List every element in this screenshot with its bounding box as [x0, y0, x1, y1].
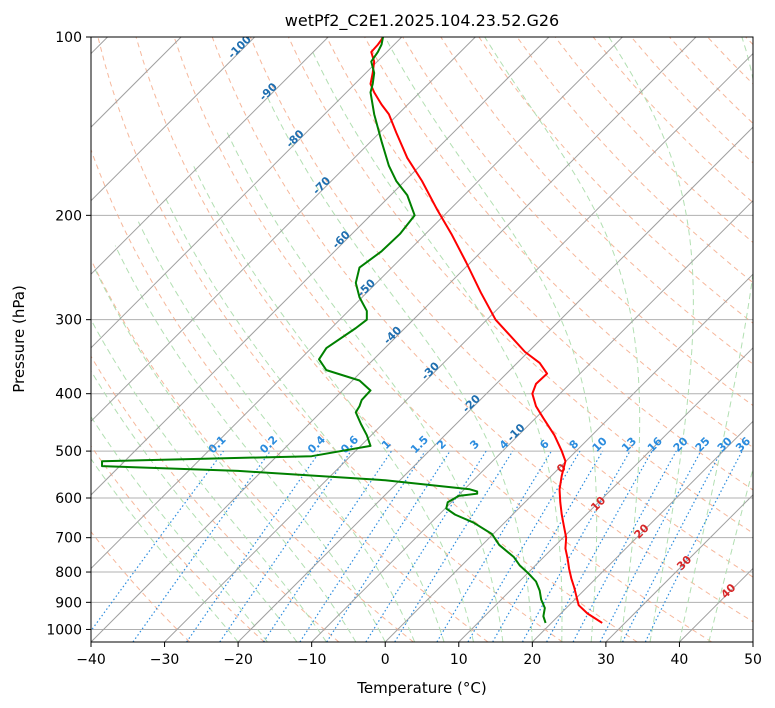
dry-adiabat [135, 37, 638, 642]
mixing-ratio-line [91, 450, 225, 632]
y-tick-label: 600 [55, 491, 82, 507]
plot-frame [90, 36, 754, 643]
isotherm-line [91, 37, 403, 349]
dry-adiabat [91, 148, 489, 642]
x-tick-label: 0 [381, 652, 390, 668]
dry-adiabat [249, 37, 753, 578]
grid [91, 37, 753, 630]
x-tick-label: 20 [523, 652, 541, 668]
moist-adiabat [311, 49, 563, 642]
isotherm-line [237, 126, 753, 642]
isotherm-line [91, 37, 256, 202]
dry-adiabat [91, 445, 265, 642]
dry-adiabat [91, 531, 191, 642]
mixing-ratio-line [326, 450, 451, 642]
sounding-series [101, 37, 603, 624]
isotherms [91, 37, 753, 642]
moist-adiabat [137, 221, 416, 642]
y-tick-label: 1000 [46, 622, 82, 638]
y-tick-label: 900 [55, 595, 82, 611]
isotherm-line [91, 37, 476, 423]
isotherm-line [458, 347, 753, 642]
x-tick-label: 10 [450, 652, 468, 668]
moist-adiabat [163, 195, 445, 642]
mixing-ratio-line [299, 450, 426, 642]
mixing-ratio-line [186, 450, 321, 642]
y-axis-label: Pressure (hPa) [10, 285, 28, 393]
moist-adiabats [91, 37, 753, 642]
dry-adiabat [91, 355, 340, 642]
moist-adiabat [678, 37, 753, 642]
mixing-ratio-line [394, 450, 514, 642]
moist-adiabat [708, 467, 753, 642]
isotherm-line [164, 52, 753, 642]
moist-adiabat [265, 94, 533, 642]
mixing-ratio-line [219, 450, 352, 642]
moist-adiabat [384, 37, 598, 642]
x-tick-label: 50 [744, 652, 762, 668]
dewpoint-line [101, 37, 547, 624]
dry-adiabat [440, 37, 753, 365]
moist-adiabat [91, 318, 327, 642]
dry-adiabat [173, 37, 713, 642]
isotherm-line [91, 37, 550, 496]
y-tick-label: 500 [55, 444, 82, 460]
mixing-ratio-line [644, 450, 743, 642]
dry-adiabat [97, 37, 563, 642]
isotherm-line [91, 37, 623, 570]
isotherm-line [91, 37, 697, 642]
isotherm-line [91, 37, 329, 275]
isotherm-line [311, 199, 753, 642]
mixing-ratio-line [263, 450, 393, 642]
x-axis-label: Temperature (°C) [356, 679, 486, 697]
y-tick-label: 700 [55, 531, 82, 547]
dry-adiabat [402, 37, 753, 407]
x-tick-label: −20 [223, 652, 253, 668]
y-tick-label: 100 [55, 30, 82, 46]
y-tick-label: 200 [55, 208, 82, 224]
mixing-ratio-lines [91, 450, 743, 642]
moist-adiabat [484, 37, 641, 642]
mixing-ratio-line [521, 450, 631, 642]
isotherm-line [531, 420, 753, 642]
x-tick-label: 40 [671, 652, 689, 668]
isotherm-line [752, 641, 753, 642]
axes: −40 −30 −20 −10 0 10 20 30 40 50 100 200 300 400 500 60… [46, 30, 762, 668]
moist-adiabat [93, 267, 357, 642]
y-tick-label: 800 [55, 565, 82, 581]
moist-adiabat [608, 37, 694, 642]
dry-adiabat [516, 37, 753, 284]
mixing-ratio-line [572, 450, 677, 642]
moist-adiabat [193, 165, 474, 642]
chart-title: wetPf2_C2E1.2025.104.23.52.G26 [285, 11, 559, 31]
x-tick-label: −30 [150, 652, 180, 668]
mixing-ratio-line [546, 450, 653, 642]
y-tick-label: 400 [55, 387, 82, 403]
moist-adiabat [91, 415, 268, 642]
isotherm-line [605, 494, 753, 642]
moist-adiabat [91, 458, 239, 642]
x-tick-label: −10 [297, 652, 327, 668]
moist-adiabat [226, 132, 504, 642]
plot-background [91, 37, 753, 642]
x-tick-label: −40 [76, 652, 106, 668]
temperature-line [369, 37, 603, 624]
y-tick-label: 300 [55, 313, 82, 329]
plot-area [91, 37, 753, 642]
x-tick-label: 30 [597, 652, 615, 668]
mixing-ratio-line [132, 450, 271, 642]
moist-adiabat [114, 245, 386, 642]
isotherm-line [384, 273, 753, 642]
